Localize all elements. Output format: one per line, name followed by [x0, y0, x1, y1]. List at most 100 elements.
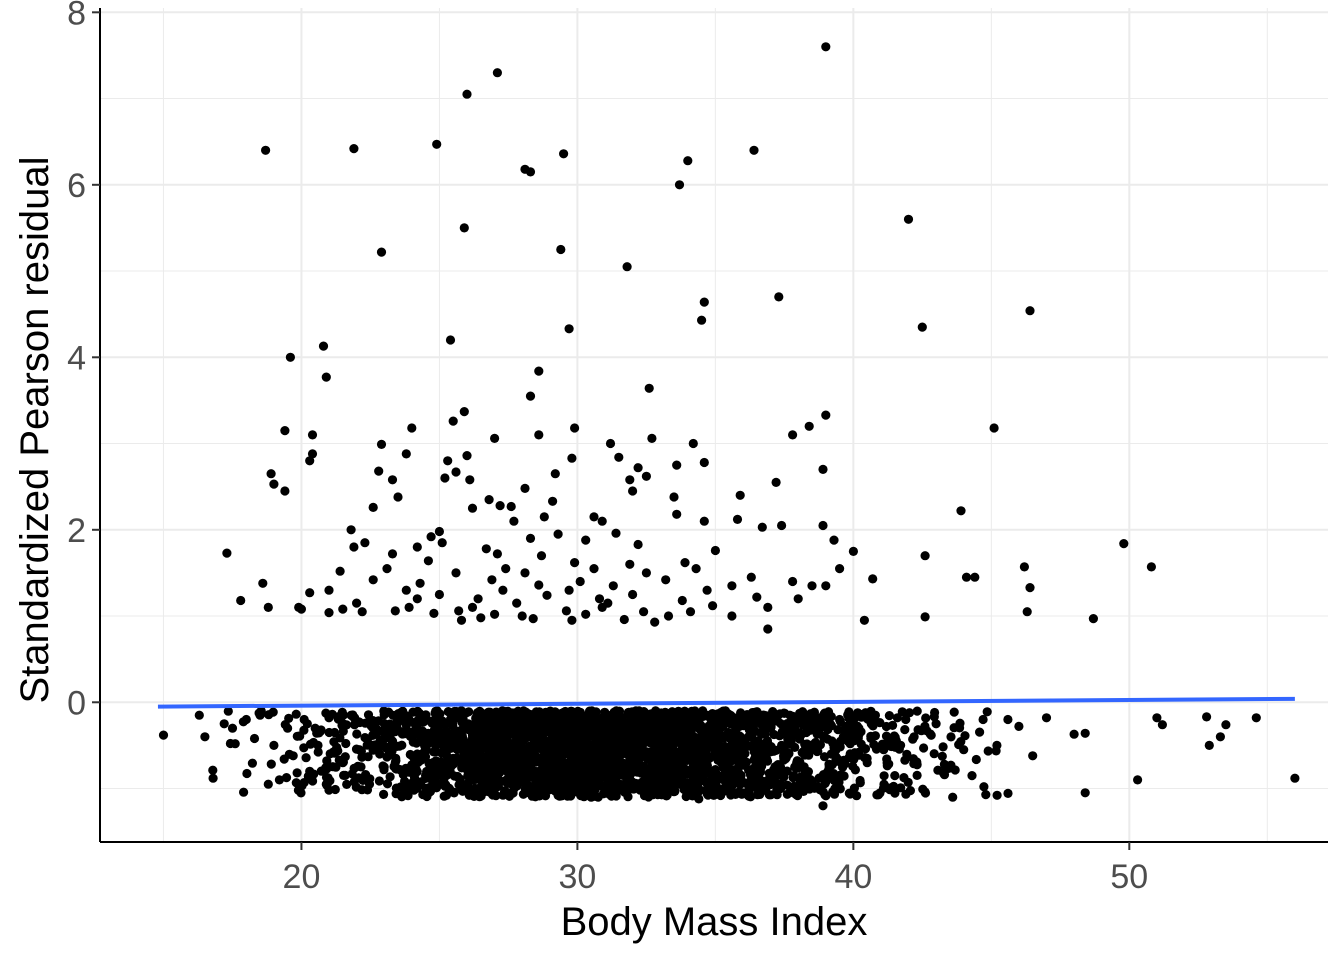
scatter-point: [677, 756, 687, 766]
scatter-point: [757, 522, 767, 532]
scatter-point: [869, 739, 879, 750]
scatter-point: [808, 712, 819, 723]
scatter-point: [639, 738, 649, 748]
scatter-point: [474, 759, 485, 770]
scatter-point: [322, 764, 332, 774]
scatter-point: [710, 545, 721, 556]
scatter-point: [848, 761, 858, 771]
scatter-point: [685, 607, 696, 617]
scatter-point: [982, 707, 992, 717]
scatter-point: [525, 533, 536, 544]
scatter-point: [844, 788, 854, 798]
scatter-point: [368, 502, 378, 512]
scatter-point: [520, 788, 530, 798]
scatter-point: [554, 737, 565, 747]
scatter-point: [408, 707, 418, 717]
scatter-point: [685, 736, 696, 746]
scatter-point: [804, 750, 814, 760]
scatter-point: [647, 433, 657, 443]
scatter-point: [589, 512, 599, 522]
scatter-point: [491, 791, 501, 801]
scatter-point: [448, 753, 458, 764]
scatter-point: [669, 716, 679, 726]
scatter-point: [462, 451, 472, 461]
scatter-point: [738, 710, 748, 720]
scatter-point: [362, 785, 373, 795]
scatter-point: [513, 754, 524, 765]
scatter-point: [313, 747, 323, 757]
scatter-point: [879, 745, 889, 755]
scatter-point: [903, 777, 913, 788]
scatter-point: [575, 576, 585, 587]
scatter-point: [263, 779, 273, 789]
scatter-point: [451, 568, 461, 578]
scatter-point: [261, 145, 271, 155]
scatter-point: [633, 463, 643, 473]
scatter-point: [618, 741, 628, 751]
scatter-point: [593, 792, 603, 802]
scatter-point: [694, 794, 704, 804]
scatter-point: [628, 739, 638, 749]
scatter-point: [308, 776, 318, 786]
scatter-point: [956, 506, 966, 516]
scatter-point: [975, 727, 985, 737]
scatter-point: [534, 737, 544, 747]
scatter-point: [641, 471, 652, 481]
scatter-point: [499, 787, 509, 797]
scatter-point: [829, 535, 839, 545]
scatter-point: [608, 581, 618, 591]
scatter-point: [376, 247, 387, 257]
scatter-point: [671, 736, 681, 746]
scatter-point: [468, 775, 478, 785]
scatter-point: [368, 740, 378, 750]
scatter-point: [735, 490, 745, 500]
scatter-point: [500, 736, 510, 746]
scatter-point: [735, 779, 745, 789]
scatter-point: [569, 777, 579, 788]
scatter-point: [382, 779, 393, 789]
scatter-point: [763, 624, 773, 634]
scatter-point: [1146, 562, 1156, 572]
scatter-point: [688, 438, 698, 449]
scatter-point: [699, 516, 709, 526]
scatter-point: [661, 575, 671, 585]
scatter-point: [758, 752, 768, 762]
scatter-point: [791, 786, 802, 796]
scatter-point: [324, 608, 334, 618]
scatter-point: [1003, 788, 1013, 799]
scatter-point: [700, 747, 711, 758]
scatter-point: [743, 732, 754, 742]
scatter-point: [453, 771, 463, 782]
scatter-point: [931, 719, 941, 729]
scatter-point: [529, 747, 539, 757]
scatter-point: [611, 772, 621, 782]
scatter-point: [536, 744, 546, 754]
scatter-point: [786, 723, 796, 733]
scatter-point: [562, 778, 572, 789]
scatter-point: [460, 748, 470, 758]
scatter-point: [824, 759, 834, 769]
scatter-point: [471, 717, 481, 727]
scatter-point: [269, 479, 279, 489]
scatter-point: [900, 755, 910, 765]
scatter-point: [354, 745, 364, 755]
scatter-point: [545, 736, 555, 746]
scatter-point: [763, 602, 773, 613]
scatter-point: [208, 773, 218, 783]
scatter-point: [785, 710, 795, 720]
scatter-point: [603, 759, 613, 770]
scatter-point: [772, 790, 782, 800]
scatter-point: [501, 564, 511, 574]
scatter-point: [560, 706, 570, 717]
scatter-point: [652, 788, 663, 798]
scatter-point: [517, 611, 527, 621]
scatter-point: [305, 456, 315, 466]
x-tick-label: 50: [1110, 858, 1148, 896]
scatter-point: [782, 766, 792, 776]
scatter-point: [281, 773, 292, 783]
scatter-point: [726, 790, 736, 800]
scatter-point: [512, 598, 522, 608]
scatter-point: [793, 714, 803, 725]
scatter-point: [619, 785, 629, 795]
